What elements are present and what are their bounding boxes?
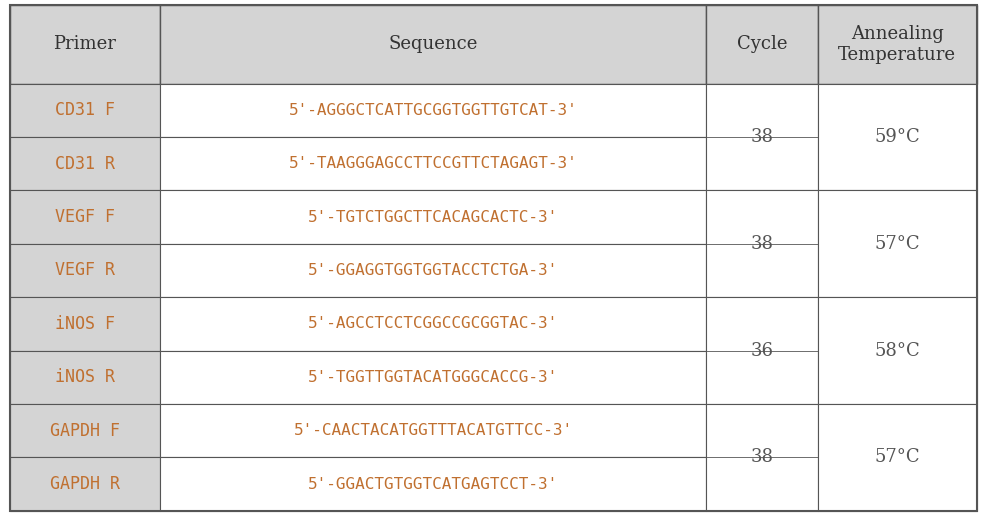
Bar [160, 350, 706, 404]
Text: 5'-AGCCTCCTCGGCCGCGGTAC-3': 5'-AGCCTCCTCGGCCGCGGTAC-3' [308, 316, 558, 331]
Bar [816, 84, 976, 190]
Text: GAPDH R: GAPDH R [49, 475, 119, 493]
Text: Primer: Primer [53, 36, 116, 53]
Text: iNOS R: iNOS R [55, 368, 114, 386]
Bar [706, 404, 816, 511]
Bar [160, 190, 706, 244]
Bar [10, 457, 160, 511]
Bar [10, 244, 160, 297]
Bar [10, 84, 160, 137]
Text: 57°C: 57°C [874, 448, 919, 466]
Text: Sequence: Sequence [387, 36, 477, 53]
Text: 5'-TAAGGGAGCCTTCCGTTCTAGAGT-3': 5'-TAAGGGAGCCTTCCGTTCTAGAGT-3' [288, 156, 577, 171]
Bar [160, 84, 706, 137]
Text: VEGF R: VEGF R [55, 262, 114, 280]
Text: 5'-GGACTGTGGTCATGAGTCCT-3': 5'-GGACTGTGGTCATGAGTCCT-3' [308, 477, 558, 492]
Text: 59°C: 59°C [874, 128, 919, 146]
Bar [10, 350, 160, 404]
Text: 38: 38 [749, 448, 773, 466]
Bar [10, 5, 160, 84]
Text: GAPDH F: GAPDH F [49, 422, 119, 440]
Text: CD31 R: CD31 R [55, 155, 114, 173]
Bar [160, 244, 706, 297]
Bar [160, 457, 706, 511]
Text: 38: 38 [749, 128, 773, 146]
Bar [160, 297, 706, 350]
Bar [160, 5, 706, 84]
Bar [10, 297, 160, 350]
Text: iNOS F: iNOS F [55, 315, 114, 333]
Bar [706, 5, 816, 84]
Text: 5'-AGGGCTCATTGCGGTGGTTGTCAT-3': 5'-AGGGCTCATTGCGGTGGTTGTCAT-3' [288, 103, 577, 118]
Bar [10, 404, 160, 457]
Text: 36: 36 [749, 342, 773, 360]
Bar [160, 137, 706, 190]
Bar [10, 137, 160, 190]
Bar [706, 84, 816, 190]
Text: CD31 F: CD31 F [55, 101, 114, 119]
Text: 5'-GGAGGTGGTGGTACCTCTGA-3': 5'-GGAGGTGGTGGTACCTCTGA-3' [308, 263, 558, 278]
Text: 5'-CAACTACATGGTTTACATGTTCC-3': 5'-CAACTACATGGTTTACATGTTCC-3' [293, 423, 572, 438]
Text: 57°C: 57°C [874, 235, 919, 253]
Text: 58°C: 58°C [874, 342, 919, 360]
Text: VEGF F: VEGF F [55, 208, 114, 226]
Bar [816, 404, 976, 511]
Bar [706, 297, 816, 404]
Text: Annealing
Temperature: Annealing Temperature [837, 25, 955, 64]
Bar [160, 404, 706, 457]
Text: 5'-TGTCTGGCTTCACAGCACTC-3': 5'-TGTCTGGCTTCACAGCACTC-3' [308, 209, 558, 224]
Bar [10, 190, 160, 244]
Bar [706, 190, 816, 297]
Text: 38: 38 [749, 235, 773, 253]
Bar [816, 190, 976, 297]
Bar [816, 297, 976, 404]
Text: 5'-TGGTTGGTACATGGGCACCG-3': 5'-TGGTTGGTACATGGGCACCG-3' [308, 370, 558, 385]
Text: Cycle: Cycle [736, 36, 787, 53]
Bar [816, 5, 976, 84]
